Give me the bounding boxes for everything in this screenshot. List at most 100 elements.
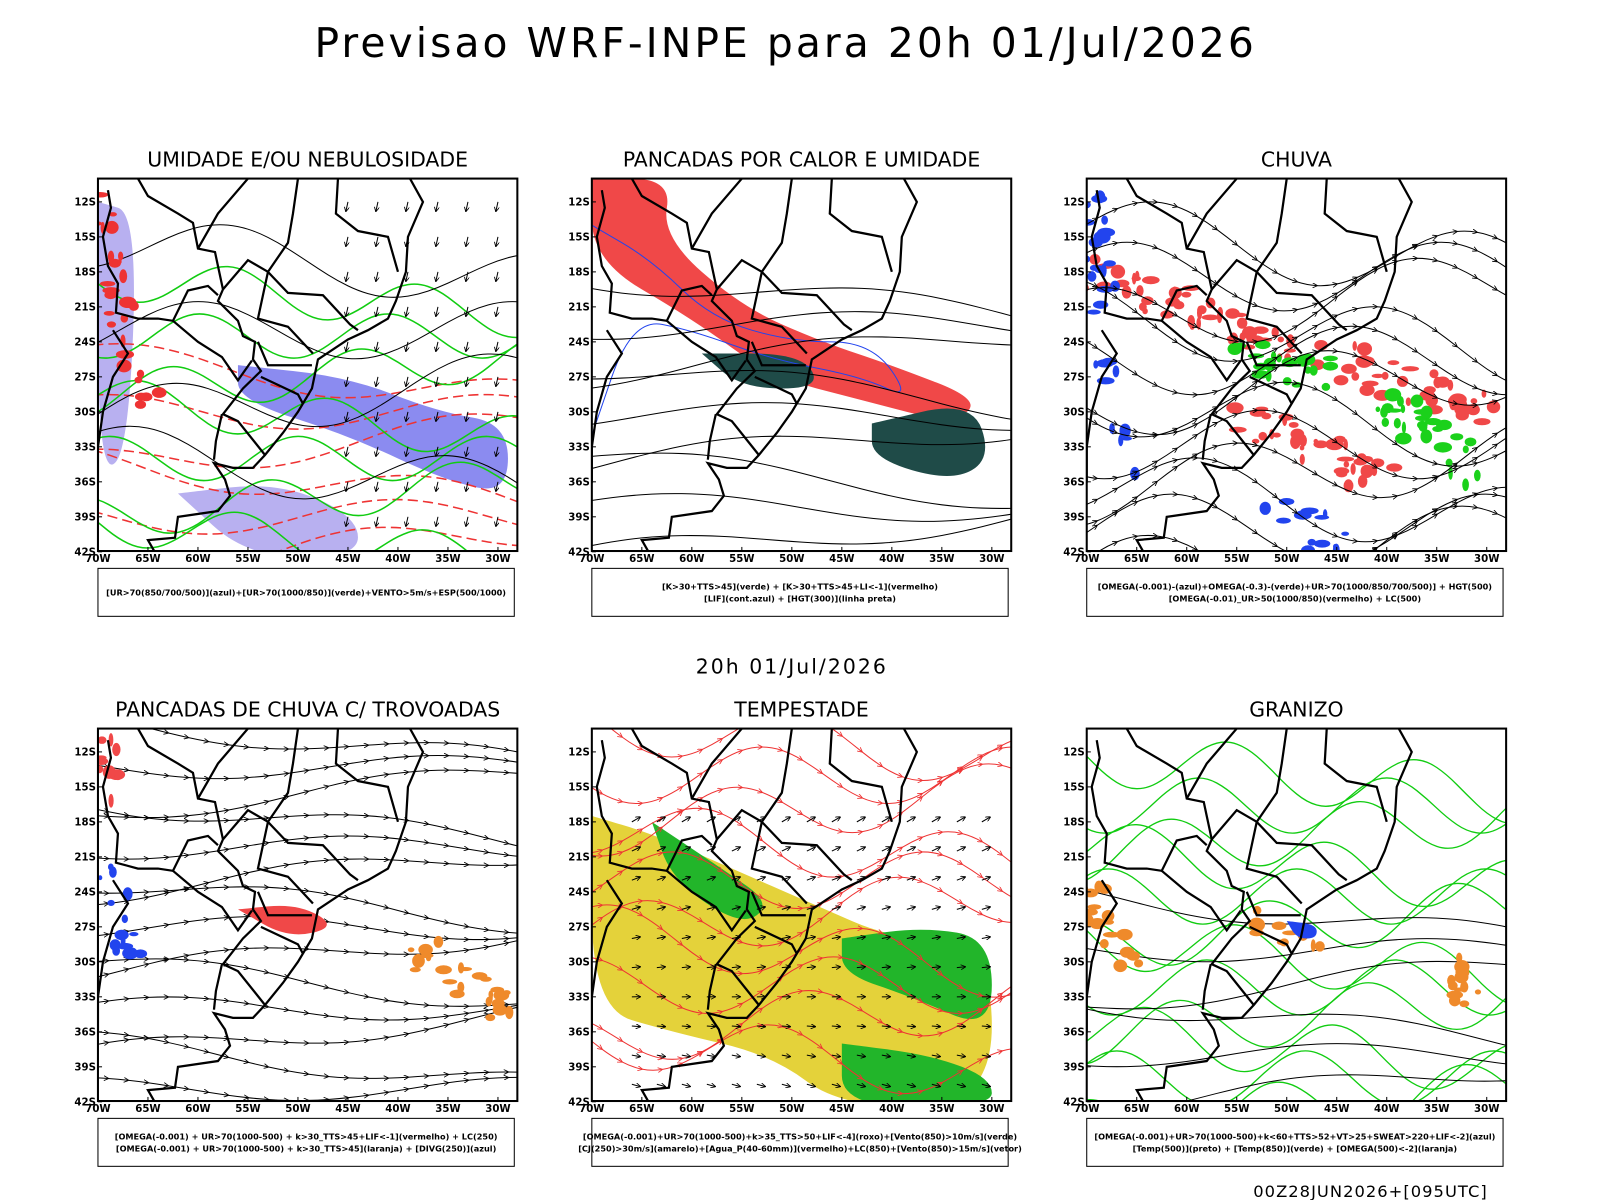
border: [146, 728, 425, 1102]
weather-spot: [97, 755, 107, 761]
wind-vector: [656, 907, 665, 909]
weather-spot: [1447, 974, 1456, 987]
lat-label: 18S: [568, 267, 590, 278]
lat-label: 36S: [568, 1027, 590, 1038]
lon-label: 40W: [1374, 554, 1399, 565]
streamline: [97, 1031, 518, 1078]
humidity-contour: [97, 313, 518, 359]
weather-spot: [1087, 271, 1097, 282]
lon-label: 30W: [485, 554, 510, 565]
temp850-contour: [1086, 982, 1507, 1065]
wind-vector: [856, 907, 865, 909]
weather-spot: [1277, 336, 1285, 343]
weather-spot: [1352, 341, 1357, 351]
wind-vector: [981, 877, 990, 880]
lon-label: 35W: [929, 554, 954, 565]
wind-vector: [466, 411, 468, 421]
main-title: Previsao WRF-INPE para 20h 01/Jul/2026: [314, 19, 1256, 67]
height-contour: [591, 493, 1012, 522]
lat-label: 27S: [568, 372, 590, 383]
weather-area: [177, 486, 358, 552]
map-frame: [590, 727, 1013, 1103]
weather-spot: [1405, 397, 1412, 406]
weather-spot: [119, 269, 128, 284]
weather-spot: [1094, 880, 1104, 893]
wind-vector: [346, 376, 348, 386]
wind-vector: [881, 817, 890, 823]
weather-spot: [1464, 437, 1477, 447]
weather-spot: [1113, 959, 1128, 973]
border: [1245, 891, 1301, 917]
weather-spot: [102, 287, 120, 294]
weather-spot: [107, 863, 114, 871]
wind-vector: [831, 1084, 840, 1086]
lon-label: 45W: [335, 554, 360, 565]
wind-vector: [831, 907, 840, 909]
weather-spot: [1433, 442, 1453, 453]
legend-text: [Temp(500)](preto) + [Temp(850)](verde) …: [1133, 1144, 1458, 1154]
border: [172, 869, 253, 933]
border: [706, 413, 717, 460]
lat-label: 33S: [1063, 992, 1085, 1003]
weather-spot: [97, 765, 104, 774]
weather-spot: [1459, 1000, 1470, 1008]
wind-vector: [981, 1055, 990, 1056]
wind-vector: [931, 847, 940, 852]
map-panel: PANCADAS DE CHUVA C/ TROVOADAS 12S 15S 18S 2…: [74, 697, 519, 1167]
wind-vector: [466, 306, 468, 316]
wind-vector: [731, 847, 740, 852]
lat-label: 24S: [1063, 337, 1085, 348]
wind-vector: [656, 847, 665, 852]
border: [639, 178, 919, 552]
weather-spot: [1196, 305, 1203, 320]
wind-vector: [856, 1084, 865, 1086]
legend-text: [OMEGA(-0.01)_UR>50(1000/850)(vermelho) …: [1169, 594, 1422, 604]
pressure-contour: [97, 353, 518, 428]
legend-box: [1086, 567, 1504, 617]
thickness-contour: [97, 413, 518, 469]
lat-label: 39S: [74, 512, 96, 523]
wind-vector: [981, 1084, 990, 1086]
height-contour: [591, 452, 1012, 509]
lat-label: 36S: [1063, 477, 1085, 488]
wind-vector: [631, 817, 640, 823]
map-frame: [1085, 177, 1508, 553]
wind-vector: [881, 877, 890, 880]
wind-vector: [981, 907, 990, 909]
wind-vector: [436, 306, 438, 316]
map-frame: [96, 177, 519, 553]
weather-spot: [1102, 931, 1121, 938]
border: [101, 740, 219, 873]
lon-label: 45W: [829, 1104, 854, 1115]
map-panel: GRANIZO 12S 15S 18S 21S 24S 27S 30S 33S 36S 39S 42S…: [1063, 697, 1508, 1167]
lon-label: 65W: [629, 1104, 654, 1115]
weather-spot: [114, 774, 122, 781]
border: [754, 925, 798, 955]
weather-spot: [1321, 382, 1331, 391]
wind-vector: [496, 236, 498, 246]
wind-vector: [376, 446, 378, 456]
weather-spot: [122, 947, 139, 960]
wind-vector: [931, 877, 940, 880]
weather-spot: [1251, 438, 1260, 444]
weather-spot: [1181, 291, 1192, 298]
wind-vector: [931, 1055, 940, 1056]
weather-spot: [1336, 456, 1355, 462]
lon-label: 65W: [1124, 554, 1149, 565]
subtitle: 20h 01/Jul/2026: [696, 654, 888, 678]
wind-vector: [496, 341, 498, 351]
wind-vector: [906, 967, 915, 968]
thickness-contour: [277, 526, 518, 552]
border: [1161, 869, 1242, 933]
weather-spot: [1201, 314, 1220, 321]
wind-vector: [376, 201, 378, 211]
wind-vector: [631, 967, 640, 968]
weather-spot: [109, 212, 117, 217]
wind-vector: [706, 817, 715, 823]
wind-vector: [466, 201, 468, 211]
wind-vector: [681, 937, 690, 939]
weather-spot: [1381, 417, 1390, 428]
wind-vector: [856, 1055, 865, 1056]
lon-label: 35W: [435, 554, 460, 565]
